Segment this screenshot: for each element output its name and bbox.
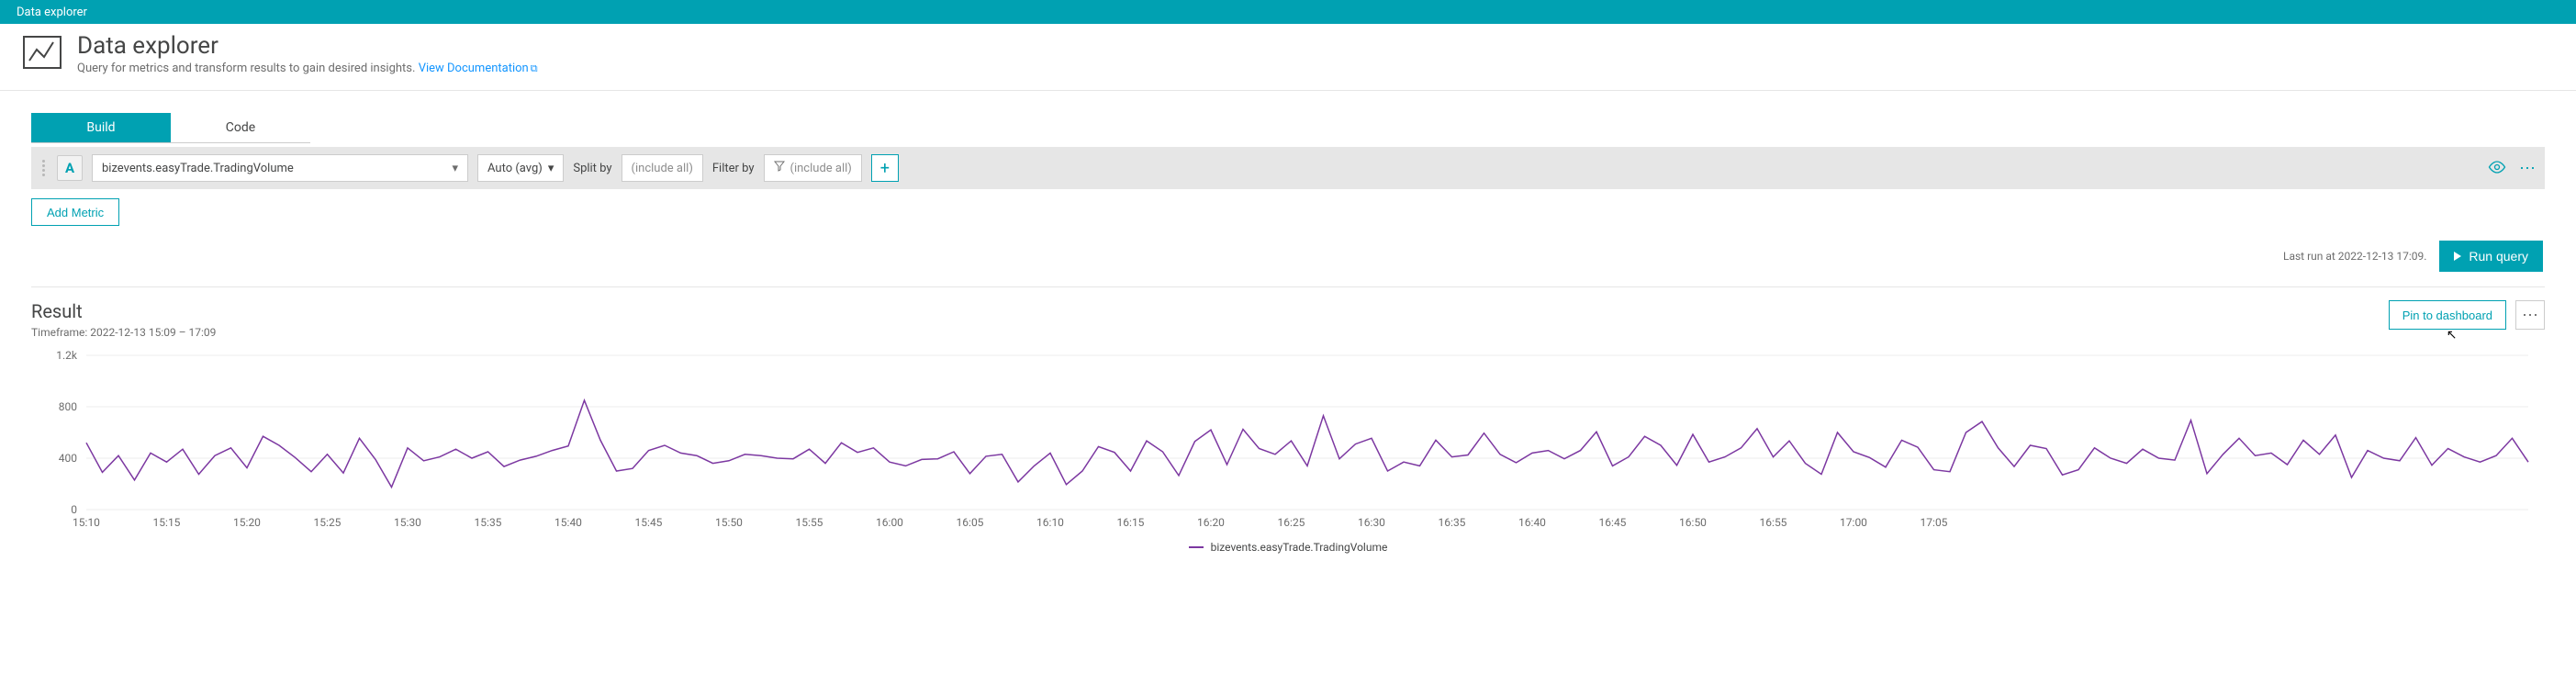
svg-text:16:55: 16:55 <box>1760 516 1787 529</box>
query-builder-bar: A bizevents.easyTrade.TradingVolume ▾ Au… <box>31 147 2545 189</box>
chart-container: 0 400 800 1.2k 15:10 15:15 15:20 15:25 15:30 15:3… <box>31 350 2545 533</box>
legend-series-label: bizevents.easyTrade.TradingVolume <box>1211 541 1388 554</box>
query-more-menu-icon[interactable]: ⋯ <box>2519 159 2536 178</box>
chevron-down-icon: ▾ <box>548 162 554 175</box>
svg-text:1.2k: 1.2k <box>56 350 78 362</box>
svg-text:0: 0 <box>71 503 77 516</box>
svg-text:15:35: 15:35 <box>475 516 502 529</box>
splitby-input[interactable]: (include all) <box>622 154 703 182</box>
splitby-label: Split by <box>573 162 611 175</box>
chevron-down-icon: ▾ <box>452 162 458 175</box>
legend-swatch-icon <box>1189 546 1204 548</box>
view-documentation-link[interactable]: View Documentation⧉ <box>419 62 538 75</box>
filterby-label: Filter by <box>712 162 755 175</box>
svg-text:15:20: 15:20 <box>233 516 261 529</box>
result-section: Result Timeframe: 2022-12-13 15:09 – 17:… <box>31 286 2545 554</box>
svg-text:15:15: 15:15 <box>153 516 181 529</box>
svg-text:400: 400 <box>59 452 77 465</box>
filterby-input[interactable]: (include all) <box>764 154 862 182</box>
svg-text:15:40: 15:40 <box>554 516 582 529</box>
breadcrumb-bar: Data explorer <box>0 0 2576 24</box>
svg-text:17:05: 17:05 <box>1921 516 1948 529</box>
series-letter-badge: A <box>57 155 83 181</box>
svg-text:16:25: 16:25 <box>1278 516 1305 529</box>
svg-text:16:35: 16:35 <box>1439 516 1466 529</box>
svg-text:15:55: 15:55 <box>796 516 823 529</box>
svg-text:15:50: 15:50 <box>715 516 743 529</box>
tab-build[interactable]: Build <box>31 113 171 142</box>
pin-to-dashboard-button[interactable]: Pin to dashboard ↖ <box>2389 300 2506 330</box>
tab-code[interactable]: Code <box>171 113 310 142</box>
run-row: Last run at 2022-12-13 17:09. Run query <box>31 241 2545 272</box>
visibility-toggle-icon[interactable] <box>2488 159 2506 178</box>
chart-legend: bizevents.easyTrade.TradingVolume <box>31 541 2545 554</box>
metric-select[interactable]: bizevents.easyTrade.TradingVolume ▾ <box>92 154 468 182</box>
svg-text:800: 800 <box>59 400 77 413</box>
svg-text:16:45: 16:45 <box>1599 516 1627 529</box>
svg-text:17:00: 17:00 <box>1840 516 1867 529</box>
run-query-button[interactable]: Run query <box>2439 241 2543 272</box>
svg-text:16:40: 16:40 <box>1518 516 1546 529</box>
svg-text:15:45: 15:45 <box>635 516 663 529</box>
cursor-icon: ↖ <box>2447 327 2458 342</box>
timeframe-label: Timeframe: 2022-12-13 15:09 – 17:09 <box>31 326 216 339</box>
last-run-label: Last run at 2022-12-13 17:09. <box>2283 250 2426 263</box>
page-title: Data explorer <box>77 33 538 60</box>
add-metric-button[interactable]: Add Metric <box>31 198 119 226</box>
play-icon <box>2454 252 2461 261</box>
svg-text:16:50: 16:50 <box>1679 516 1707 529</box>
page-header: Data explorer Query for metrics and tran… <box>0 24 2576 90</box>
svg-text:16:20: 16:20 <box>1197 516 1225 529</box>
chart-logo-icon <box>22 33 62 77</box>
svg-text:16:15: 16:15 <box>1117 516 1145 529</box>
breadcrumb-item[interactable]: Data explorer <box>17 6 87 19</box>
line-chart: 0 400 800 1.2k 15:10 15:15 15:20 15:25 15:30 15:3… <box>31 350 2537 533</box>
svg-text:16:00: 16:00 <box>876 516 903 529</box>
result-heading: Result <box>31 300 216 322</box>
svg-text:15:25: 15:25 <box>314 516 342 529</box>
add-filter-button[interactable]: + <box>871 154 899 182</box>
filter-icon <box>774 161 785 175</box>
drag-handle-icon[interactable] <box>39 155 48 181</box>
result-more-menu-button[interactable]: ⋯ <box>2515 300 2545 330</box>
metric-select-value: bizevents.easyTrade.TradingVolume <box>102 162 294 175</box>
svg-text:16:10: 16:10 <box>1036 516 1064 529</box>
external-link-icon: ⧉ <box>531 62 538 74</box>
mode-tabs: Build Code <box>31 113 310 143</box>
svg-text:16:30: 16:30 <box>1358 516 1385 529</box>
content-area: Build Code A bizevents.easyTrade.Trading… <box>0 91 2576 572</box>
page-subtitle: Query for metrics and transform results … <box>77 62 538 75</box>
svg-text:16:05: 16:05 <box>957 516 984 529</box>
svg-text:15:10: 15:10 <box>73 516 100 529</box>
svg-text:15:30: 15:30 <box>394 516 421 529</box>
aggregation-select[interactable]: Auto (avg) ▾ <box>477 154 564 182</box>
